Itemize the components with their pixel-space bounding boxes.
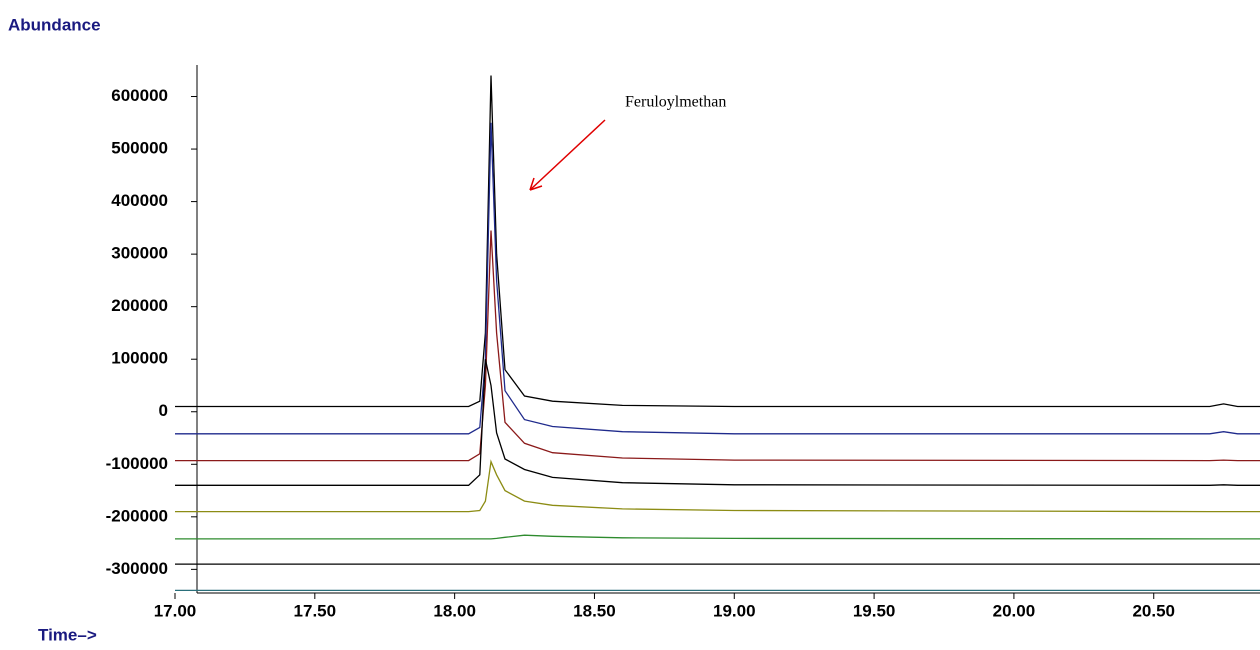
x-tick-label: 19.50 [853,601,896,620]
y-tick-label: 600000 [111,86,168,105]
y-tick-label: 100000 [111,349,168,368]
x-tick-label: 20.50 [1132,601,1175,620]
x-tick-label: 18.50 [573,601,616,620]
x-axis-label: Time–> [38,625,97,644]
trace [175,230,1260,462]
y-tick-label: -300000 [106,559,168,578]
annotation-arrow [529,119,606,191]
y-tick-label: 200000 [111,296,168,315]
y-axis-label: Abundance [8,15,101,34]
y-tick-label: 0 [159,401,168,420]
x-tick-label: 17.50 [294,601,337,620]
arrow-head [529,177,543,191]
annotation: Feruloylmethan [625,94,726,111]
trace [175,122,1260,435]
trace [175,359,1260,486]
x-tick-label: 19.00 [713,601,756,620]
x-tick-label: 17.00 [154,601,197,620]
y-tick-label: -200000 [106,506,168,525]
trace [175,534,1260,540]
y-tick-label: 500000 [111,139,168,158]
trace [175,459,1260,513]
y-tick-label: 400000 [111,191,168,210]
y-tick-label: -100000 [106,454,168,473]
y-tick-label: 300000 [111,244,168,263]
x-tick-label: 20.00 [993,601,1036,620]
trace [175,75,1260,408]
x-tick-label: 18.00 [433,601,476,620]
